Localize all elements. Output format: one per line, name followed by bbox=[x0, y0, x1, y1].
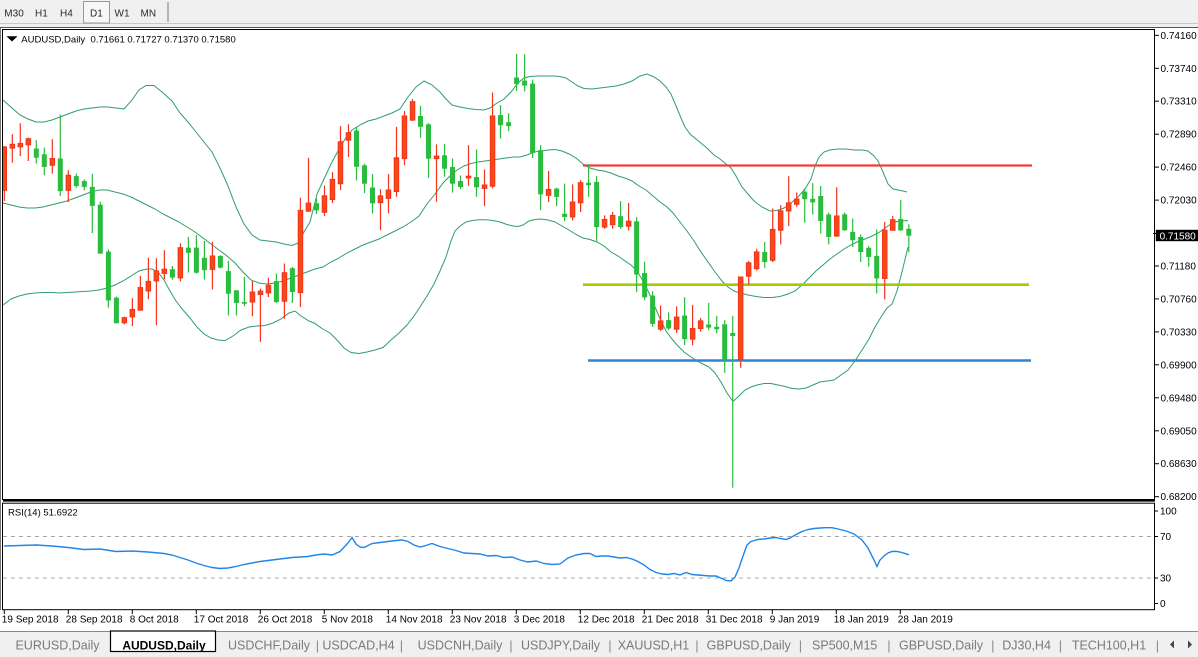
svg-text:0.68200: 0.68200 bbox=[1161, 492, 1198, 503]
svg-text:USDCHF,Daily: USDCHF,Daily bbox=[228, 639, 311, 653]
svg-text:MN: MN bbox=[141, 9, 157, 20]
svg-text:12 Dec 2018: 12 Dec 2018 bbox=[578, 615, 635, 626]
svg-text:14 Nov 2018: 14 Nov 2018 bbox=[386, 615, 443, 626]
svg-text:28 Jan 2019: 28 Jan 2019 bbox=[898, 615, 953, 626]
svg-text:0.72460: 0.72460 bbox=[1161, 163, 1198, 174]
svg-text:0.73310: 0.73310 bbox=[1161, 97, 1198, 108]
svg-text:0.71180: 0.71180 bbox=[1161, 262, 1197, 273]
svg-text:|: | bbox=[400, 638, 403, 653]
svg-text:26 Oct 2018: 26 Oct 2018 bbox=[258, 615, 313, 626]
svg-text:|: | bbox=[316, 638, 319, 653]
svg-text:RSI(14) 51.6922: RSI(14) 51.6922 bbox=[8, 508, 78, 519]
svg-text:H1: H1 bbox=[35, 9, 48, 20]
svg-text:USDCNH,Daily: USDCNH,Daily bbox=[418, 639, 503, 653]
svg-text:0.69900: 0.69900 bbox=[1161, 360, 1198, 371]
svg-text:0.74160: 0.74160 bbox=[1161, 31, 1198, 42]
svg-text:21 Dec 2018: 21 Dec 2018 bbox=[642, 615, 699, 626]
svg-text:H4: H4 bbox=[60, 9, 73, 20]
svg-text:SP500,M15: SP500,M15 bbox=[812, 639, 877, 653]
svg-text:AUDUSD,Daily 0.71661 0.71727: AUDUSD,Daily 0.71661 0.71727 0.71370 0.7… bbox=[21, 34, 235, 45]
svg-text:W1: W1 bbox=[115, 9, 130, 20]
svg-text:|: | bbox=[991, 638, 994, 653]
svg-text:0.72030: 0.72030 bbox=[1161, 196, 1198, 207]
svg-text:70: 70 bbox=[1160, 532, 1172, 543]
svg-text:0.71580: 0.71580 bbox=[1160, 231, 1197, 242]
svg-text:|: | bbox=[1059, 638, 1062, 653]
svg-text:23 Nov 2018: 23 Nov 2018 bbox=[450, 615, 507, 626]
svg-text:|: | bbox=[887, 638, 890, 653]
svg-text:M30: M30 bbox=[4, 9, 24, 20]
svg-text:0.69050: 0.69050 bbox=[1161, 426, 1198, 437]
svg-text:19 Sep 2018: 19 Sep 2018 bbox=[2, 615, 59, 626]
svg-text:GBPUSD,Daily: GBPUSD,Daily bbox=[707, 639, 792, 653]
svg-text:EURUSD,Daily: EURUSD,Daily bbox=[15, 639, 100, 653]
svg-text:8 Oct 2018: 8 Oct 2018 bbox=[130, 615, 179, 626]
svg-text:|: | bbox=[799, 638, 802, 653]
svg-text:|: | bbox=[509, 638, 512, 653]
svg-text:XAUUSD,H1: XAUUSD,H1 bbox=[618, 639, 690, 653]
svg-text:28 Sep 2018: 28 Sep 2018 bbox=[66, 615, 123, 626]
svg-text:9 Jan 2019: 9 Jan 2019 bbox=[770, 615, 820, 626]
svg-text:D1: D1 bbox=[90, 9, 103, 20]
svg-text:5 Nov 2018: 5 Nov 2018 bbox=[322, 615, 374, 626]
svg-text:30: 30 bbox=[1160, 574, 1172, 585]
svg-text:USDJPY,Daily: USDJPY,Daily bbox=[521, 639, 601, 653]
svg-text:17 Oct 2018: 17 Oct 2018 bbox=[194, 615, 249, 626]
svg-text:|: | bbox=[608, 638, 611, 653]
svg-text:|: | bbox=[695, 638, 698, 653]
svg-text:100: 100 bbox=[1160, 507, 1177, 518]
svg-text:31 Dec 2018: 31 Dec 2018 bbox=[706, 615, 763, 626]
svg-text:0.73740: 0.73740 bbox=[1161, 64, 1198, 75]
svg-text:18 Jan 2019: 18 Jan 2019 bbox=[834, 615, 889, 626]
svg-text:0.68630: 0.68630 bbox=[1161, 459, 1198, 470]
svg-text:0.72890: 0.72890 bbox=[1161, 130, 1198, 141]
svg-text:0.70330: 0.70330 bbox=[1161, 327, 1198, 338]
svg-text:TECH100,H1: TECH100,H1 bbox=[1072, 639, 1146, 653]
svg-text:0.69480: 0.69480 bbox=[1161, 393, 1198, 404]
svg-text:0.70760: 0.70760 bbox=[1161, 294, 1198, 305]
svg-text:3 Dec 2018: 3 Dec 2018 bbox=[514, 615, 566, 626]
svg-text:DJ30,H4: DJ30,H4 bbox=[1002, 639, 1051, 653]
svg-text:GBPUSD,Daily: GBPUSD,Daily bbox=[899, 639, 984, 653]
svg-text:|: | bbox=[1156, 638, 1159, 653]
svg-text:AUDUSD,Daily: AUDUSD,Daily bbox=[122, 639, 206, 653]
svg-text:0: 0 bbox=[1160, 599, 1166, 610]
svg-text:USDCAD,H4: USDCAD,H4 bbox=[322, 639, 394, 653]
